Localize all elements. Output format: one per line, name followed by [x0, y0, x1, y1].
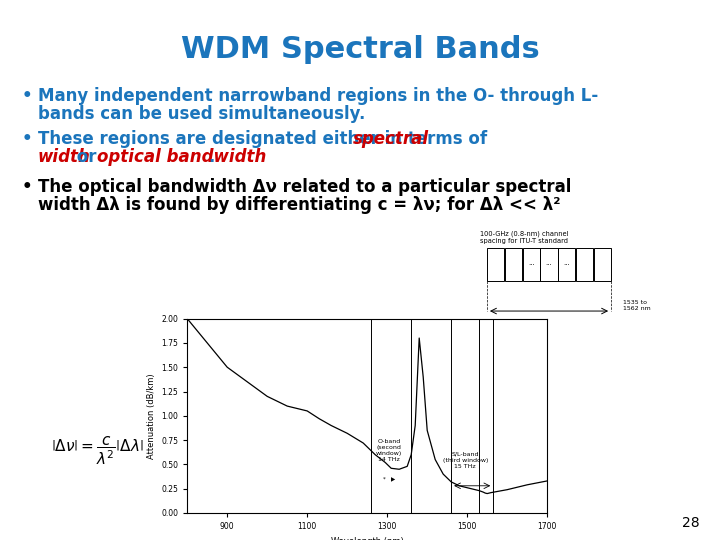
- Text: optical bandwidth: optical bandwidth: [97, 148, 266, 166]
- Text: O-band
(second
window)
14 THz: O-band (second window) 14 THz: [376, 439, 402, 462]
- Text: 28: 28: [683, 516, 700, 530]
- Text: or: or: [71, 148, 102, 166]
- Bar: [594, 248, 611, 281]
- Text: width Δλ is found by differentiating c = λν; for Δλ << λ²: width Δλ is found by differentiating c =…: [38, 196, 560, 214]
- Bar: [523, 248, 540, 281]
- Text: WDM Spectral Bands: WDM Spectral Bands: [181, 35, 539, 64]
- Text: spectral: spectral: [352, 130, 428, 148]
- Text: The optical bandwidth Δν related to a particular spectral: The optical bandwidth Δν related to a pa…: [38, 178, 572, 196]
- Text: bands can be used simultaneously.: bands can be used simultaneously.: [38, 105, 365, 123]
- Bar: [558, 248, 575, 281]
- Text: 100-GHz (0.8-nm) channel
spacing for ITU-T standard: 100-GHz (0.8-nm) channel spacing for ITU…: [480, 230, 568, 244]
- Text: $\left|\Delta\nu\right| = \dfrac{c}{\lambda^2}\left|\Delta\lambda\right|$: $\left|\Delta\nu\right| = \dfrac{c}{\lam…: [51, 435, 143, 467]
- Text: Many independent narrowband regions in the O- through L-: Many independent narrowband regions in t…: [38, 87, 598, 105]
- Bar: [576, 248, 593, 281]
- Text: ···: ···: [546, 261, 552, 268]
- Text: •: •: [22, 178, 32, 196]
- Bar: [541, 248, 557, 281]
- Text: •: •: [22, 130, 32, 148]
- Text: ···: ···: [528, 261, 534, 268]
- Y-axis label: Attenuation (dB/km): Attenuation (dB/km): [147, 373, 156, 458]
- X-axis label: Wavelength (nm): Wavelength (nm): [330, 537, 404, 540]
- Bar: [487, 248, 504, 281]
- Text: These regions are designated either in terms of: These regions are designated either in t…: [38, 130, 493, 148]
- Text: *   ▶: * ▶: [383, 476, 395, 481]
- Bar: [505, 248, 522, 281]
- Text: ···: ···: [564, 261, 570, 268]
- Text: width: width: [38, 148, 91, 166]
- Text: .: .: [208, 148, 215, 166]
- Text: 1535 to
1562 nm: 1535 to 1562 nm: [623, 300, 651, 311]
- Text: S/L-band
(third window)
15 THz: S/L-band (third window) 15 THz: [443, 452, 488, 469]
- Text: •: •: [22, 87, 32, 105]
